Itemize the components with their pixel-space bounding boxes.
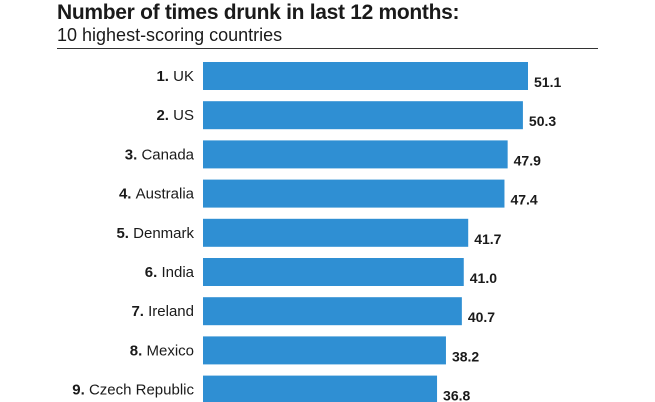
value-label: 38.2 [452, 348, 479, 364]
category-label: 2. US [156, 107, 194, 124]
bar [203, 297, 462, 326]
bar [203, 258, 464, 286]
bar [203, 336, 446, 365]
category-label: 3. Canada [125, 146, 195, 163]
value-label: 50.3 [529, 113, 556, 129]
bar [203, 179, 505, 208]
category-label: 1. UK [156, 68, 194, 85]
chart-title: Number of times drunk in last 12 months: [57, 1, 460, 24]
category-label: 7. Ireland [131, 303, 194, 320]
bar [203, 140, 508, 169]
category-label: 9. Czech Republic [72, 382, 194, 399]
bar [203, 101, 523, 130]
bar [203, 218, 469, 247]
value-label: 36.8 [443, 388, 470, 402]
chart-subtitle: 10 highest-scoring countries [57, 25, 283, 45]
category-label: 4. Australia [119, 186, 195, 203]
category-label: 5. Denmark [116, 225, 194, 242]
category-label: 8. Mexico [130, 342, 194, 359]
value-label: 47.9 [514, 152, 541, 168]
bar [203, 375, 438, 402]
bar [203, 62, 528, 90]
value-label: 40.7 [468, 309, 495, 325]
value-label: 41.7 [474, 231, 501, 247]
title-divider [57, 48, 598, 49]
value-label: 41.0 [470, 270, 497, 286]
value-label: 51.1 [534, 74, 561, 90]
value-label: 47.4 [510, 192, 537, 208]
category-label: 6. India [145, 264, 195, 281]
